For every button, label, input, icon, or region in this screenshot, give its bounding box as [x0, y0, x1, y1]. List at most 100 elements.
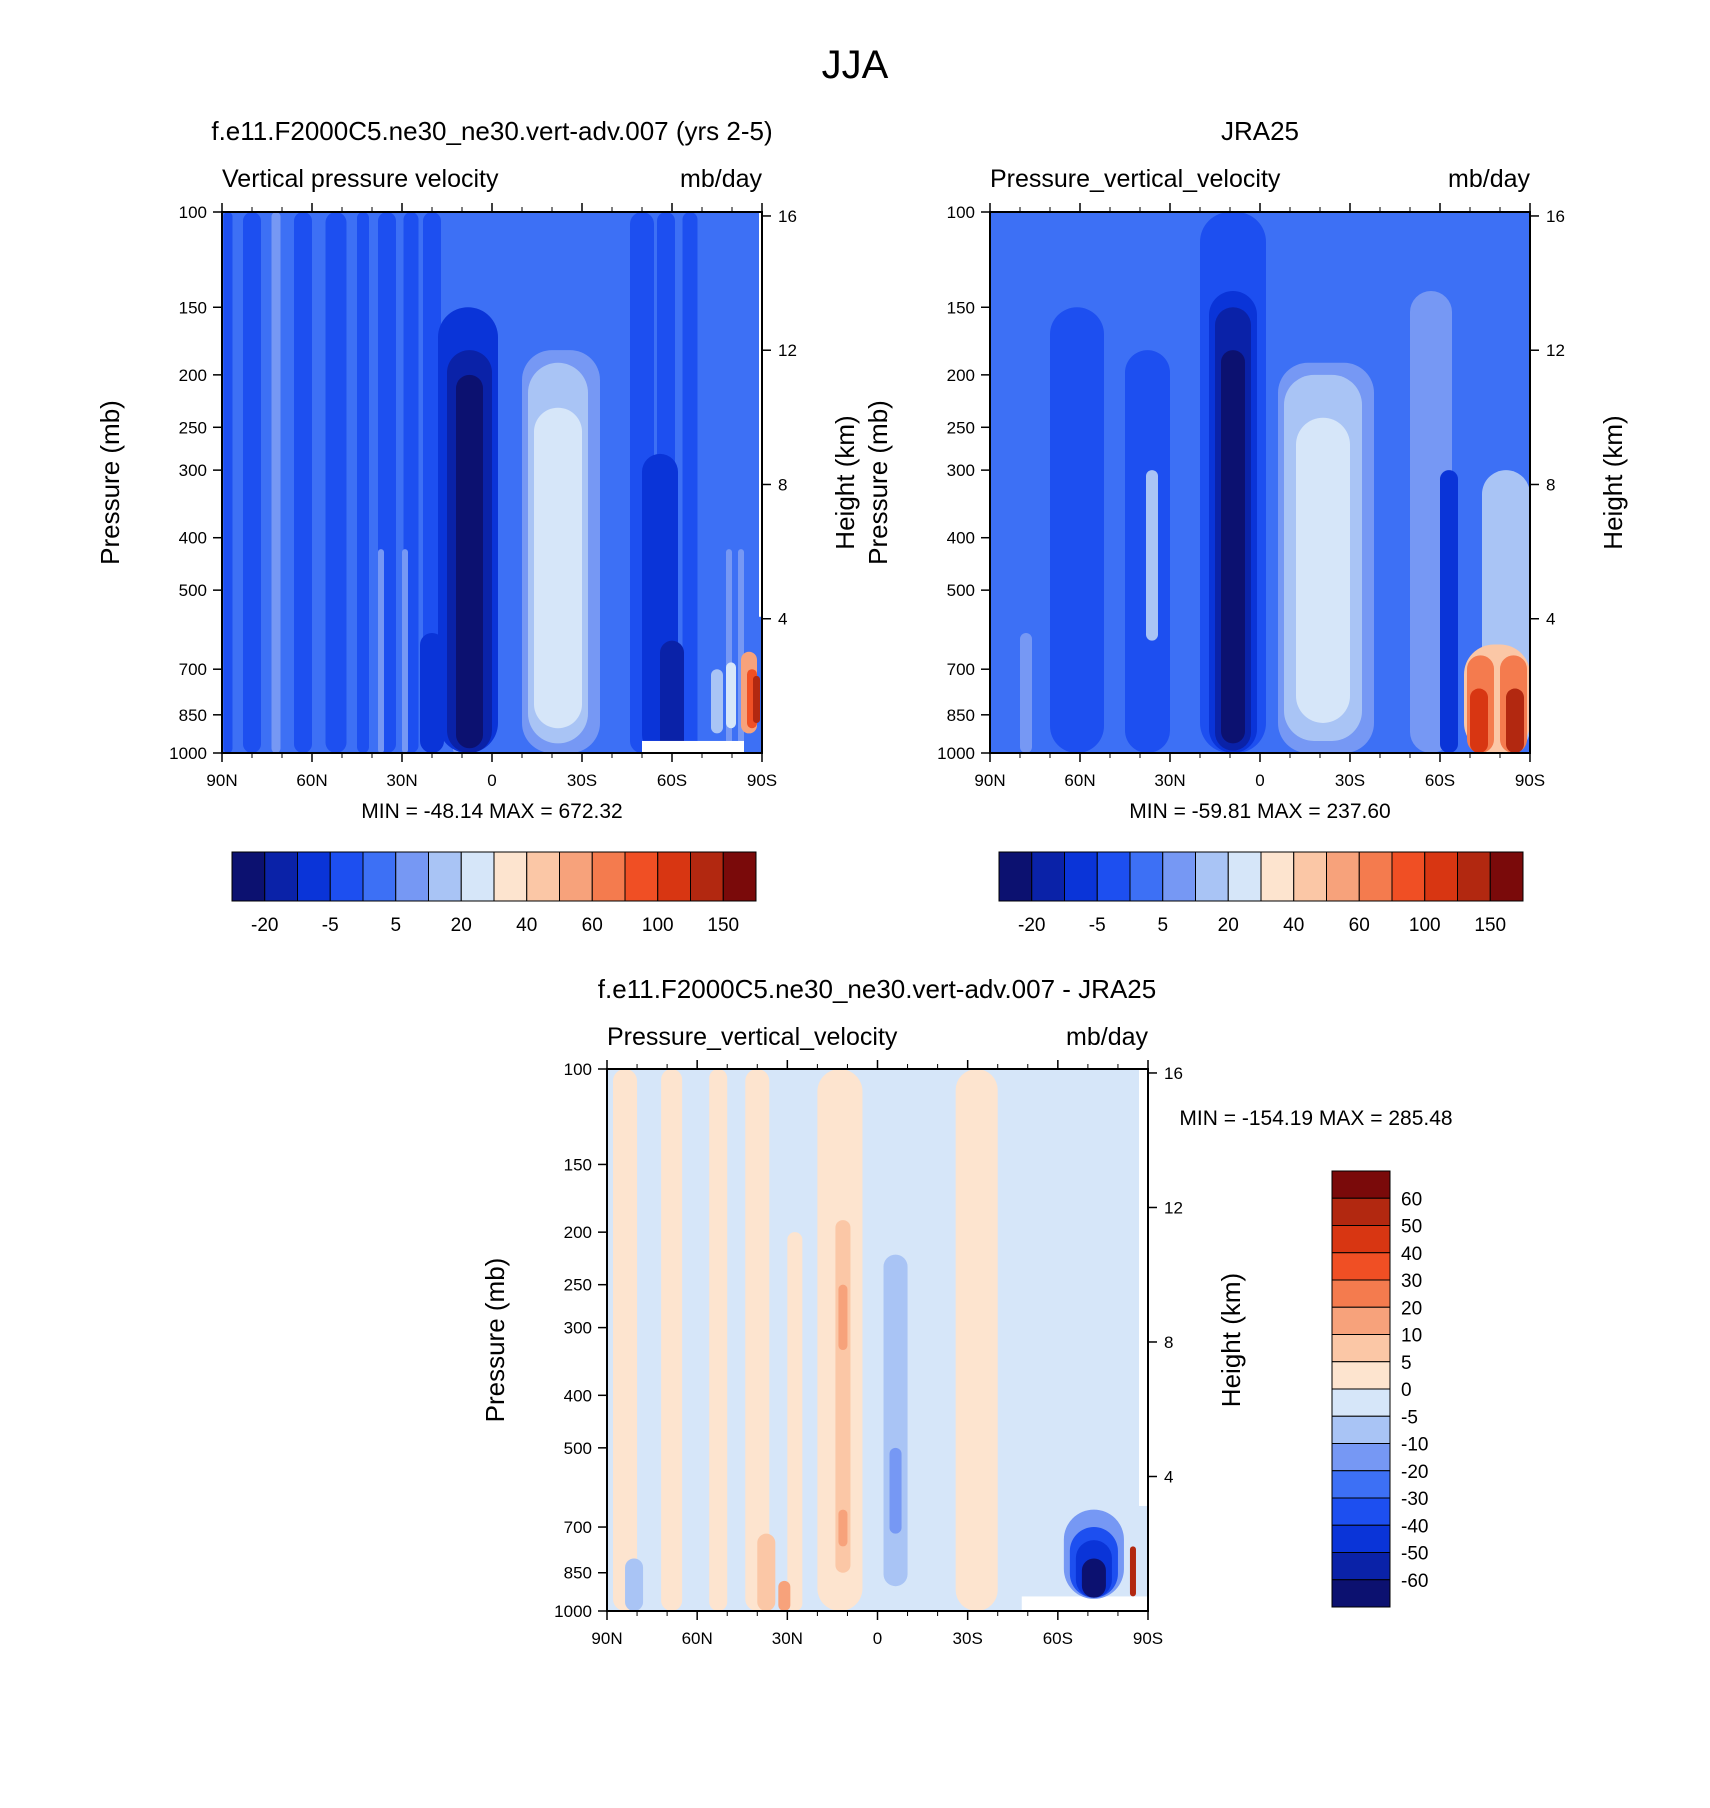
colorbar-swatch [1260, 851, 1295, 902]
height-tick-label: 16 [778, 207, 797, 226]
y-axis-label: Pressure (mb) [480, 1258, 510, 1423]
colorbar-swatch [1331, 1415, 1391, 1444]
contour-field [990, 212, 1530, 753]
colorbar-label: -20 [1401, 1462, 1428, 1483]
contour-band [1506, 688, 1524, 753]
variable-label: Pressure_vertical_velocity [990, 165, 1281, 193]
colorbar-label: -50 [1401, 1544, 1428, 1565]
colorbar-label: 100 [1409, 915, 1441, 936]
contour-band [955, 1069, 998, 1611]
contour-band [745, 1069, 770, 1611]
colorbar-swatch [559, 851, 593, 902]
colorbar-label: -30 [1401, 1489, 1428, 1510]
contour-band [778, 1580, 791, 1611]
y-tick-label: 400 [947, 529, 975, 548]
contour-band [787, 1232, 803, 1611]
y-tick-label: 250 [179, 418, 207, 437]
y-tick-label: 100 [947, 203, 975, 222]
contour-band [1050, 307, 1104, 753]
contour-band [456, 374, 483, 749]
x-tick-label: 30N [386, 771, 417, 790]
colorbar-swatch [1331, 1497, 1391, 1526]
contour-field [607, 1069, 1148, 1611]
y-tick-label: 150 [564, 1155, 592, 1174]
panel-model: f.e11.F2000C5.ne30_ne30.vert-adv.007 (yr… [95, 116, 860, 936]
colorbar-label: 150 [1474, 915, 1506, 936]
x-tick-label: 60S [1425, 771, 1455, 790]
colorbar-swatch [1331, 1225, 1391, 1254]
contour-band [423, 212, 441, 753]
colorbar-label: -60 [1401, 1571, 1428, 1592]
colorbar-label: -5 [1401, 1407, 1418, 1428]
contour-band [534, 407, 582, 729]
contour-band [682, 212, 698, 753]
contour-band [1081, 1558, 1106, 1598]
x-tick-label: 60N [1064, 771, 1095, 790]
colorbar-swatch [1331, 1197, 1391, 1226]
height-tick-label: 12 [778, 341, 797, 360]
x-tick-label: 90N [206, 771, 237, 790]
colorbar-label: 50 [1401, 1217, 1422, 1238]
contour-band [625, 1558, 644, 1611]
y-tick-label: 1000 [937, 744, 975, 763]
colorbar-swatch [1331, 1443, 1391, 1472]
colorbar-swatch [1331, 1579, 1391, 1608]
x-tick-label: 90N [974, 771, 1005, 790]
y-tick-label: 200 [947, 366, 975, 385]
variable-label: Vertical pressure velocity [222, 165, 499, 193]
colorbar-swatch [722, 851, 757, 902]
min-max-label: MIN = -154.19 MAX = 285.48 [1179, 1107, 1452, 1130]
colorbar: -20 -5 5 20 40 60 100 150 [998, 851, 1524, 936]
x-tick-label: 30S [567, 771, 597, 790]
contour-band [1020, 632, 1032, 753]
colorbar-swatch [624, 851, 659, 902]
y-axis-label-right: Height (km) [1598, 415, 1628, 549]
y-tick-label: 850 [179, 706, 207, 725]
contour-band [357, 212, 369, 753]
colorbar-label: -10 [1401, 1435, 1428, 1456]
contour-band [402, 549, 408, 753]
height-tick-label: 12 [1164, 1198, 1183, 1217]
contour-band [838, 1284, 848, 1351]
colorbar-swatch [231, 851, 266, 902]
panel-jra25: JRA25 Pressure_vertical_velocity mb/day 100… [863, 116, 1628, 936]
colorbar-swatch [1195, 851, 1229, 902]
contour-band [661, 1069, 683, 1611]
colorbar-swatch [1331, 1252, 1391, 1281]
colorbar-swatch [1162, 851, 1196, 902]
x-tick-label: 90S [1515, 771, 1545, 790]
contour-band [243, 212, 261, 753]
colorbar-swatch [493, 851, 528, 902]
colorbar-swatch [1457, 851, 1491, 902]
min-max-label: MIN = -59.81 MAX = 237.60 [1129, 800, 1390, 823]
contour-band [660, 640, 684, 753]
y-tick-label: 500 [564, 1439, 592, 1458]
colorbar: -20 -5 5 20 40 60 100 150 [231, 851, 757, 936]
y-axis-label: Pressure (mb) [95, 400, 125, 565]
colorbar-swatch [1358, 851, 1393, 902]
x-tick-label: 30N [1154, 771, 1185, 790]
y-tick-label: 1000 [169, 744, 207, 763]
contour-band [1470, 688, 1488, 753]
x-tick-label: 90N [591, 1629, 622, 1648]
colorbar-swatch [1129, 851, 1164, 902]
x-tick-label: 0 [487, 771, 496, 790]
x-tick-label: 30S [953, 1629, 983, 1648]
y-tick-label: 500 [179, 581, 207, 600]
colorbar-swatch [1096, 851, 1131, 902]
y-tick-label: 250 [564, 1276, 592, 1295]
colorbar-label: -40 [1401, 1516, 1428, 1537]
colorbar-swatch [395, 851, 429, 902]
colorbar-label: 60 [1401, 1189, 1422, 1210]
contour-band [1221, 350, 1245, 744]
colorbar-label: 40 [1401, 1244, 1422, 1265]
height-tick-label: 8 [1546, 475, 1555, 494]
colorbar-label: 5 [1157, 915, 1168, 936]
colorbar-swatch [1064, 851, 1098, 902]
x-tick-label: 60S [657, 771, 687, 790]
units-label: mb/day [680, 165, 762, 193]
colorbar-label: 60 [582, 915, 603, 936]
main-title: JJA [822, 43, 889, 87]
colorbar-swatch [428, 851, 462, 902]
